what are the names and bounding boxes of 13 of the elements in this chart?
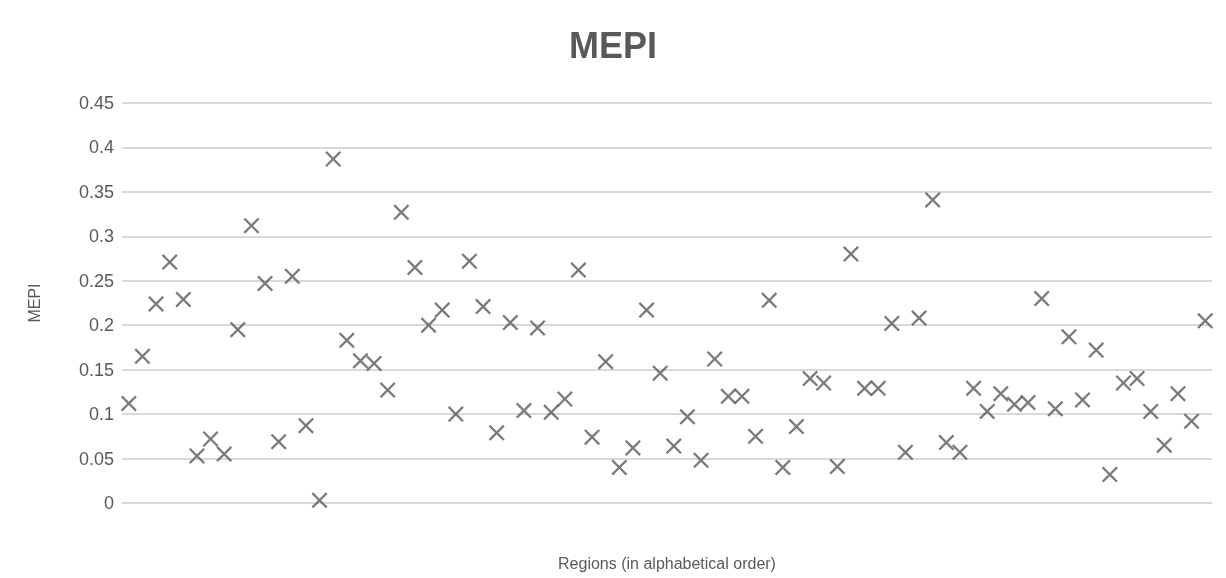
y-tick-label: 0.45 [78, 93, 114, 113]
y-tick-label: 0.25 [78, 270, 114, 291]
y-axis-title: MEPI [25, 283, 43, 323]
y-tick-label: 0.35 [78, 181, 114, 202]
x-axis-title: Regions (in alphabetical order) [558, 554, 776, 572]
y-tick-label: 0 [103, 493, 114, 513]
y-tick-label: 0.05 [78, 448, 114, 469]
chart-title: MEPI [568, 24, 658, 66]
y-tick-label: 0.2 [88, 315, 114, 336]
y-tick-label: 0.4 [88, 137, 114, 158]
y-tick-label: 0.15 [78, 359, 114, 380]
y-tick-label: 0.3 [88, 226, 114, 247]
y-tick-label: 0.1 [88, 404, 114, 425]
